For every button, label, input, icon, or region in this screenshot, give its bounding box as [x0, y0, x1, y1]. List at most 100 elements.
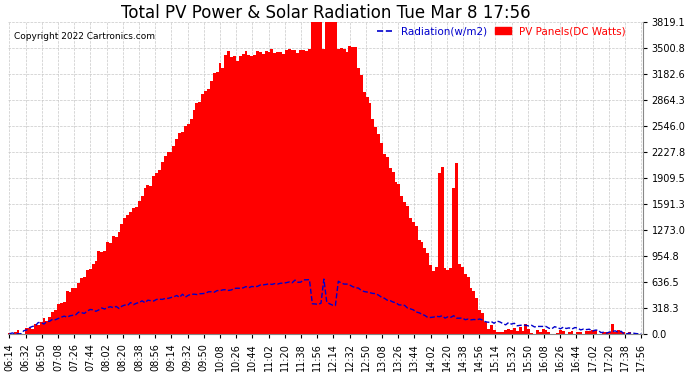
Bar — [198, 102, 201, 334]
Bar — [253, 55, 256, 334]
Bar — [377, 134, 380, 334]
Bar — [190, 119, 193, 334]
Bar — [75, 288, 77, 334]
Bar — [83, 277, 86, 334]
Bar — [187, 124, 190, 334]
Bar — [461, 267, 464, 334]
Bar — [348, 46, 351, 334]
Bar — [256, 51, 259, 334]
Bar — [210, 81, 213, 334]
Bar — [498, 332, 502, 334]
Bar — [51, 312, 54, 334]
Bar — [513, 328, 515, 334]
Bar — [43, 318, 46, 334]
Bar — [466, 277, 470, 334]
Bar — [412, 222, 415, 334]
Bar — [464, 274, 466, 334]
Bar — [328, 22, 331, 334]
Bar — [124, 218, 126, 334]
Bar — [481, 314, 484, 334]
Bar — [149, 186, 152, 334]
Bar — [129, 212, 132, 334]
Bar — [100, 252, 104, 334]
Bar — [458, 264, 461, 334]
Bar — [473, 291, 475, 334]
Bar — [415, 226, 417, 334]
Bar — [273, 53, 276, 334]
Bar — [490, 325, 493, 334]
Bar — [158, 170, 161, 334]
Bar — [297, 53, 299, 334]
Bar — [568, 332, 571, 334]
Bar — [270, 49, 273, 334]
Bar — [37, 325, 40, 334]
Bar — [331, 22, 334, 334]
Bar — [239, 56, 241, 334]
Bar — [519, 327, 522, 334]
Bar — [441, 167, 444, 334]
Bar — [68, 292, 72, 334]
Bar — [556, 333, 559, 334]
Bar — [219, 63, 221, 334]
Bar — [322, 49, 325, 334]
Bar — [293, 50, 297, 334]
Bar — [571, 331, 573, 334]
Bar — [250, 56, 253, 334]
Bar — [608, 332, 611, 334]
Bar — [495, 332, 498, 334]
Bar — [360, 75, 363, 334]
Bar — [308, 49, 311, 334]
Bar — [279, 52, 282, 334]
Bar — [502, 332, 504, 334]
Bar — [547, 332, 551, 334]
Bar — [121, 224, 124, 334]
Bar — [92, 264, 95, 334]
Bar — [265, 51, 268, 334]
Bar — [66, 291, 68, 334]
Bar — [317, 22, 319, 334]
Bar — [17, 330, 19, 334]
Bar — [40, 322, 43, 334]
Bar — [380, 143, 383, 334]
Bar — [259, 52, 262, 334]
Bar — [432, 272, 435, 334]
Bar — [104, 251, 106, 334]
Bar — [455, 163, 458, 334]
Bar — [484, 322, 487, 334]
Bar — [244, 51, 248, 334]
Bar — [57, 303, 60, 334]
Bar — [351, 47, 354, 334]
Bar — [31, 329, 34, 334]
Bar — [544, 330, 547, 334]
Bar — [617, 330, 620, 334]
Bar — [8, 333, 11, 334]
Bar — [230, 57, 233, 334]
Bar — [602, 332, 605, 334]
Bar — [227, 51, 230, 334]
Bar — [417, 240, 420, 334]
Bar — [579, 332, 582, 334]
Bar — [363, 93, 366, 334]
Bar — [106, 242, 109, 334]
Bar — [591, 330, 593, 334]
Bar — [305, 51, 308, 334]
Bar — [452, 188, 455, 334]
Bar — [63, 302, 66, 334]
Bar — [325, 22, 328, 334]
Bar — [72, 288, 75, 334]
Bar — [109, 243, 112, 334]
Bar — [576, 332, 579, 334]
Bar — [409, 218, 412, 334]
Bar — [403, 202, 406, 334]
Bar — [444, 268, 446, 334]
Bar — [138, 201, 141, 334]
Bar — [241, 54, 244, 334]
Bar — [213, 73, 216, 334]
Bar — [221, 68, 224, 334]
Bar — [388, 168, 392, 334]
Bar — [339, 48, 343, 334]
Bar — [207, 88, 210, 334]
Bar — [141, 196, 144, 334]
Bar — [542, 330, 544, 334]
Bar — [201, 94, 204, 334]
